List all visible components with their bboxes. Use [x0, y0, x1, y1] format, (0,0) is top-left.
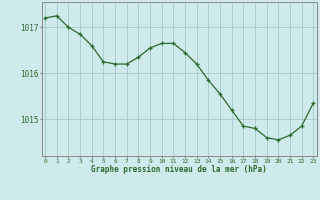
- X-axis label: Graphe pression niveau de la mer (hPa): Graphe pression niveau de la mer (hPa): [91, 165, 267, 174]
